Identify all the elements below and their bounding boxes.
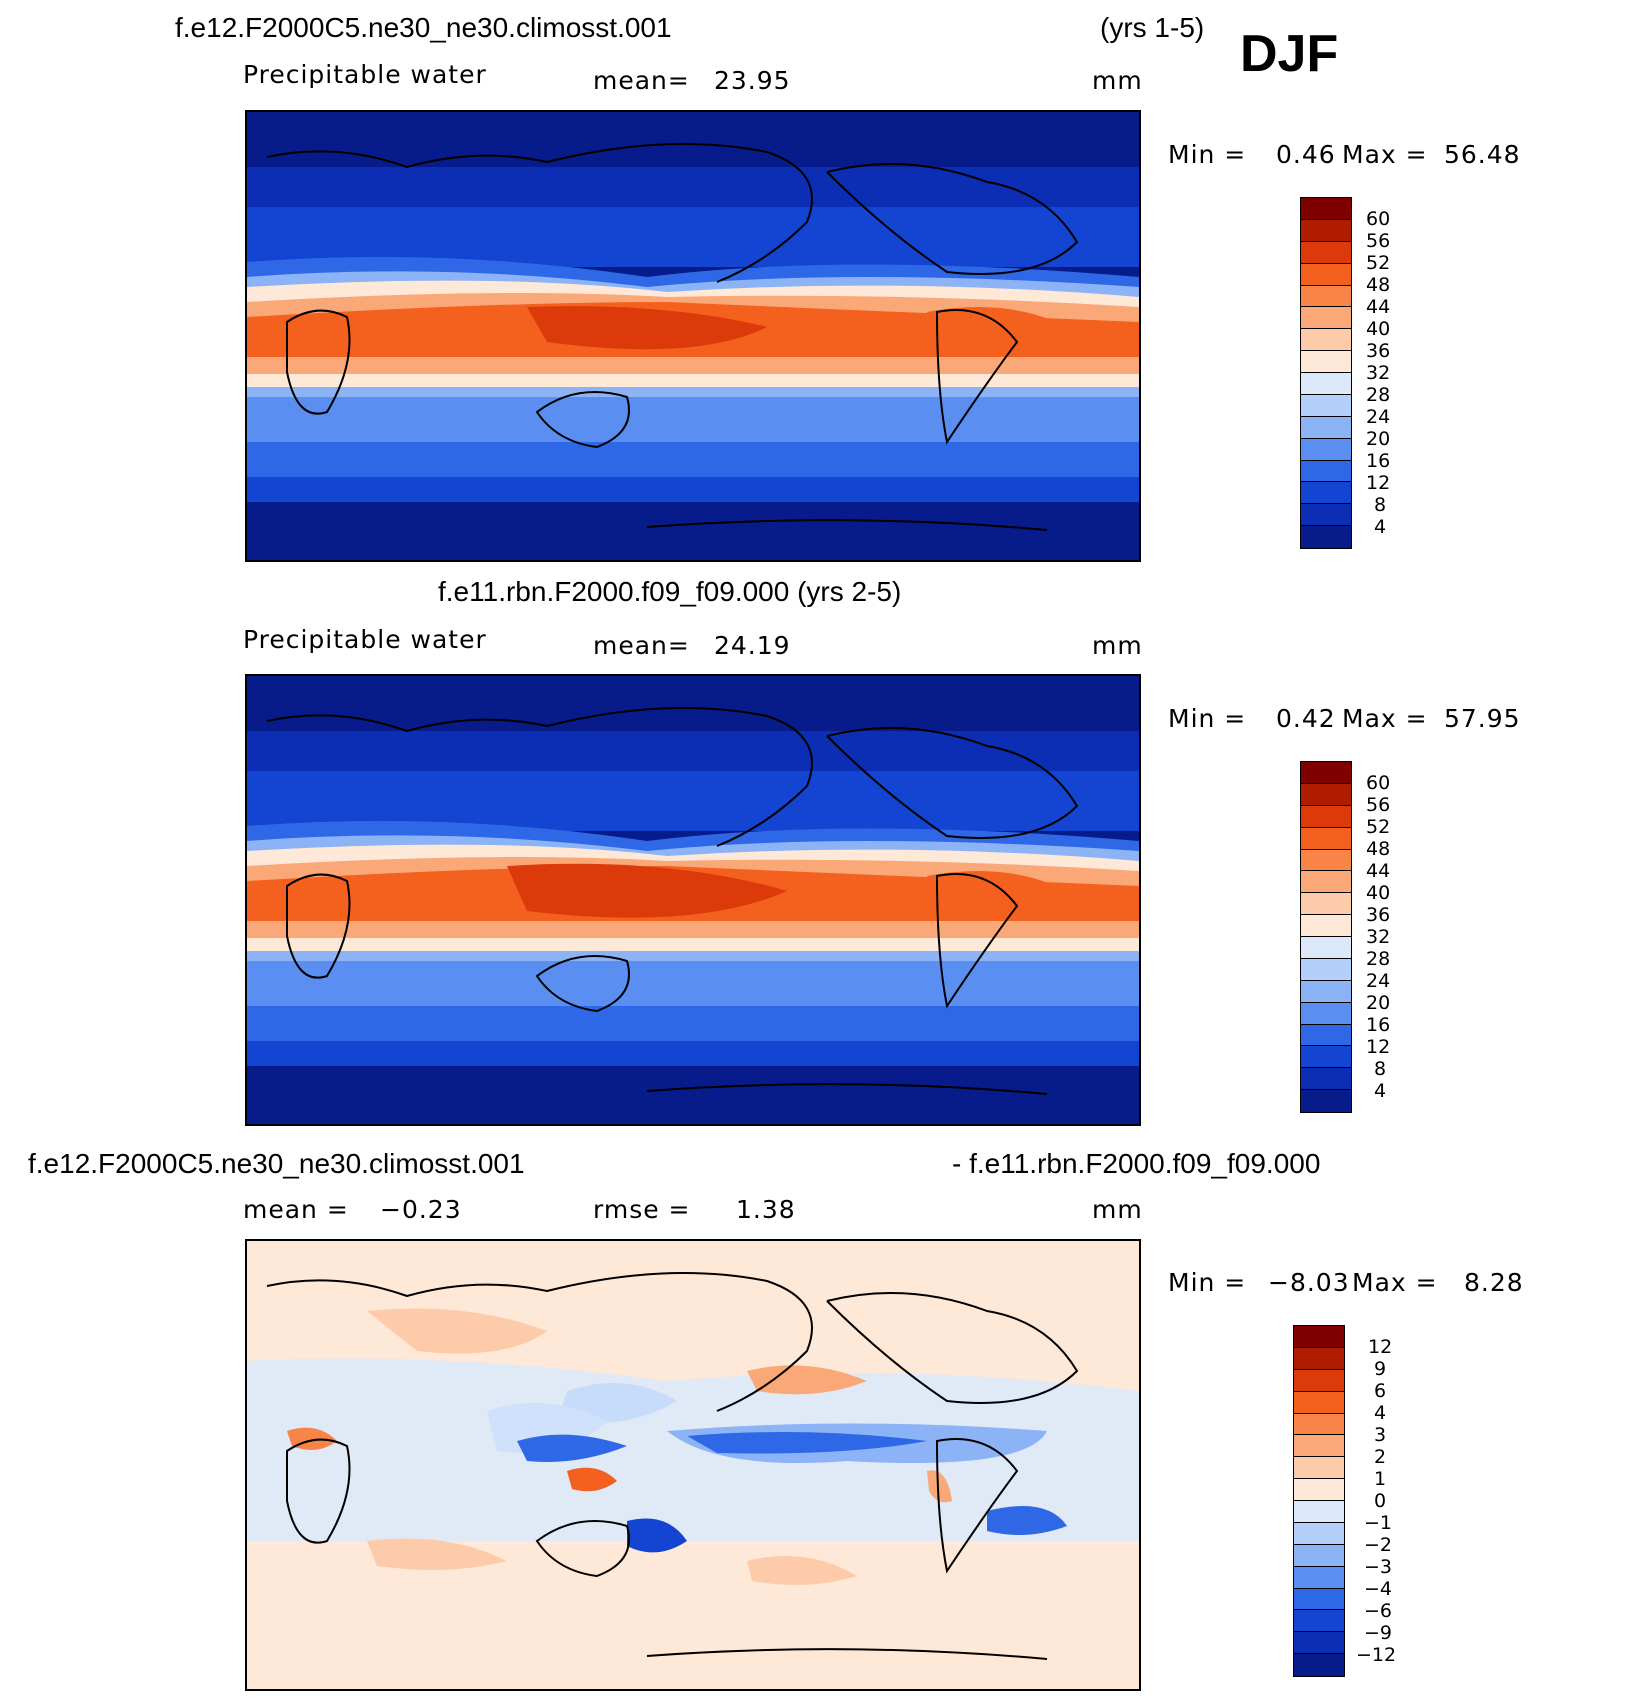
panel3-min-label: Min =	[1168, 1268, 1247, 1297]
panel3-colorbar	[1293, 1325, 1345, 1677]
panel1-variable-label: Precipitable water	[243, 60, 487, 89]
panel3-tick: 0	[1374, 1490, 1387, 1512]
panel3-rmse-value: 1.38	[736, 1195, 796, 1224]
panel3-tick: −9	[1364, 1622, 1393, 1644]
panel1-max-label: Max =	[1342, 140, 1428, 169]
panel3-tick: −4	[1364, 1578, 1393, 1600]
panel3-mean-value: −0.23	[380, 1195, 462, 1224]
panel3-tick: −3	[1364, 1556, 1393, 1578]
panel1-map-svg	[247, 112, 1139, 560]
panel2-mean-value: 24.19	[714, 631, 791, 660]
panel3-tick: −6	[1364, 1600, 1393, 1622]
panel1-min-value: 0.46	[1276, 140, 1336, 169]
panel2-tick: 28	[1366, 948, 1391, 970]
panel1-colorbar	[1300, 197, 1352, 549]
panel1-tick: 36	[1366, 340, 1391, 362]
panel3-map	[245, 1239, 1141, 1691]
panel3-title: f.e12.F2000C5.ne30_ne30.climosst.001	[28, 1148, 525, 1179]
panel1-title: f.e12.F2000C5.ne30_ne30.climosst.001	[175, 12, 672, 43]
panel1-tick: 12	[1366, 472, 1391, 494]
panel3-tick: 3	[1374, 1424, 1387, 1446]
panel1-tick: 40	[1366, 318, 1391, 340]
panel3-tick: 1	[1374, 1468, 1387, 1490]
panel2-map	[245, 674, 1141, 1126]
panel3-mean-label: mean =	[243, 1195, 349, 1224]
panel2-max-value: 57.95	[1444, 704, 1521, 733]
panel2-min-label: Min =	[1168, 704, 1247, 733]
panel1-tick: 44	[1366, 296, 1391, 318]
panel1-tick: 16	[1366, 450, 1391, 472]
panel1-tick: 24	[1366, 406, 1391, 428]
panel3-units: mm	[1092, 1195, 1143, 1224]
panel1-tick: 52	[1366, 252, 1391, 274]
panel1-tick: 60	[1366, 208, 1391, 230]
panel3-title-right: - f.e11.rbn.F2000.f09_f09.000	[952, 1148, 1321, 1179]
panel2-tick: 36	[1366, 904, 1391, 926]
panel1-years: (yrs 1-5)	[1100, 12, 1205, 43]
panel1-map	[245, 110, 1141, 562]
panel1-tick: 4	[1374, 516, 1387, 538]
panel2-units: mm	[1092, 631, 1143, 660]
panel2-tick: 48	[1366, 838, 1391, 860]
panel3-tick: −1	[1364, 1512, 1393, 1534]
panel2-max-label: Max =	[1342, 704, 1428, 733]
panel2-tick: 20	[1366, 992, 1391, 1014]
panel3-tick: 9	[1374, 1358, 1387, 1380]
panel3-tick: 2	[1374, 1446, 1387, 1468]
panel2-title: f.e11.rbn.F2000.f09_f09.000 (yrs 2-5)	[438, 576, 902, 607]
season-label: DJF	[1240, 25, 1339, 83]
panel1-tick: 32	[1366, 362, 1391, 384]
panel2-tick: 40	[1366, 882, 1391, 904]
panel2-min-value: 0.42	[1276, 704, 1336, 733]
panel2-tick: 44	[1366, 860, 1391, 882]
panel2-tick: 56	[1366, 794, 1391, 816]
panel3-rmse-label: rmse =	[593, 1195, 691, 1224]
panel1-tick: 56	[1366, 230, 1391, 252]
panel1-tick: 28	[1366, 384, 1391, 406]
panel3-min-value: −8.03	[1268, 1268, 1350, 1297]
panel1-min-label: Min =	[1168, 140, 1247, 169]
panel2-tick: 8	[1374, 1058, 1387, 1080]
panel2-tick: 4	[1374, 1080, 1387, 1102]
panel1-units: mm	[1092, 66, 1143, 95]
panel2-tick: 32	[1366, 926, 1391, 948]
panel3-map-svg	[247, 1241, 1139, 1689]
panel2-mean-label: mean=	[593, 631, 690, 660]
panel2-tick: 16	[1366, 1014, 1391, 1036]
panel2-map-svg	[247, 676, 1139, 1124]
panel3-tick: −12	[1356, 1644, 1397, 1666]
panel2-tick: 24	[1366, 970, 1391, 992]
panel2-tick: 60	[1366, 772, 1391, 794]
panel1-tick: 48	[1366, 274, 1391, 296]
panel3-tick: 12	[1368, 1336, 1393, 1358]
panel3-tick: −2	[1364, 1534, 1393, 1556]
panel3-tick: 4	[1374, 1402, 1387, 1424]
panel1-mean-value: 23.95	[714, 66, 791, 95]
panel1-max-value: 56.48	[1444, 140, 1521, 169]
panel1-tick: 8	[1374, 494, 1387, 516]
panel1-tick: 20	[1366, 428, 1391, 450]
panel1-mean-label: mean=	[593, 66, 690, 95]
panel3-tick: 6	[1374, 1380, 1387, 1402]
panel2-colorbar	[1300, 761, 1352, 1113]
panel2-tick: 12	[1366, 1036, 1391, 1058]
panel3-max-value: 8.28	[1464, 1268, 1524, 1297]
panel3-max-label: Max =	[1352, 1268, 1438, 1297]
panel2-variable-label: Precipitable water	[243, 625, 487, 654]
panel2-tick: 52	[1366, 816, 1391, 838]
